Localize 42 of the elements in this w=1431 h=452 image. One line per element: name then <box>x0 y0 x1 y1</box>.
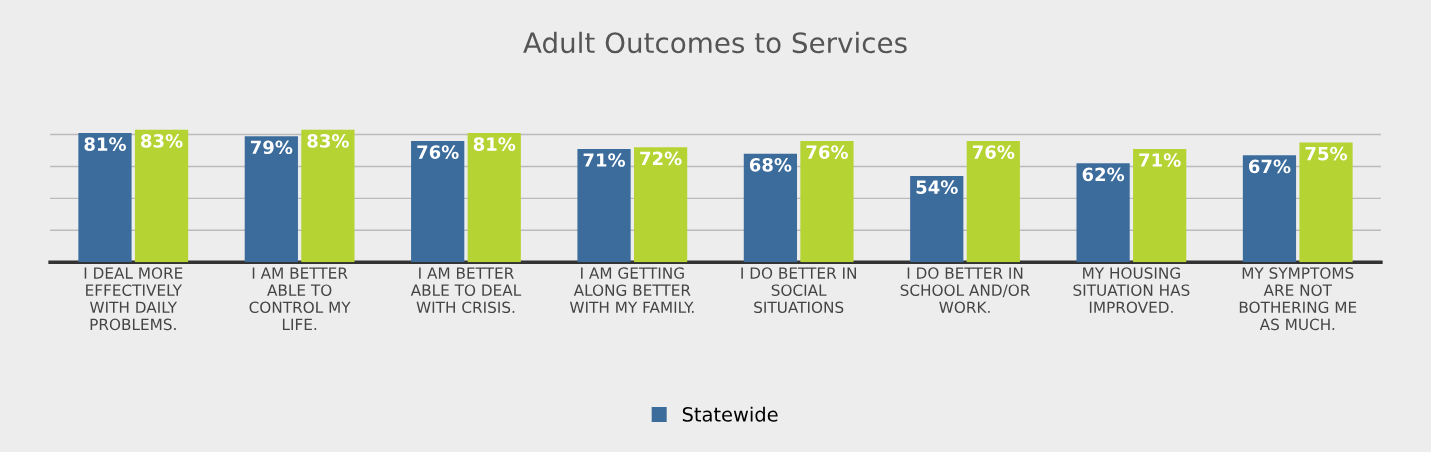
data-label: 81% <box>84 137 127 151</box>
data-label: 54% <box>916 180 958 194</box>
bar <box>577 148 631 263</box>
x-tick-label: I DO BETTER IN SOCIAL SITUATIONS <box>741 267 856 314</box>
data-label: 75% <box>1305 146 1348 161</box>
bar <box>467 132 521 263</box>
bar <box>301 129 355 263</box>
bar <box>1299 142 1353 263</box>
bar <box>800 140 854 263</box>
bar <box>244 136 298 263</box>
data-label: 76% <box>972 145 1015 159</box>
data-label: 71% <box>1139 153 1181 167</box>
chart-title: Adult Outcomes to Services <box>523 31 907 54</box>
data-label: 76% <box>806 145 848 159</box>
x-tick-label: I DEAL MORE EFFECTIVELY WITH DAILY PROBLEMS. <box>84 267 183 331</box>
bar <box>1242 155 1297 263</box>
data-label: 68% <box>749 157 792 172</box>
x-tick-label: I AM BETTER ABLE TO DEAL WITH CRISIS. <box>410 267 522 314</box>
legend-label: Statewide <box>682 406 778 422</box>
data-label: 67% <box>1248 159 1291 174</box>
bar <box>633 147 688 263</box>
data-label: 83% <box>307 134 349 148</box>
data-label: 81% <box>473 137 516 151</box>
x-tick-label: MY SYMPTOMS ARE NOT BOTHERING ME AS MUCH. <box>1239 267 1357 331</box>
bar <box>134 129 189 263</box>
bar <box>966 140 1020 263</box>
x-tick-label: I AM GETTING ALONG BETTER WITH MY FAMILY. <box>569 267 694 313</box>
data-label: 83% <box>141 134 183 148</box>
bar <box>743 153 798 263</box>
bar <box>78 132 132 263</box>
data-label: 71% <box>583 153 626 167</box>
bar <box>910 176 964 263</box>
x-tick-label: I AM BETTER ABLE TO CONTROL MY LIFE. <box>249 267 351 330</box>
data-label: 79% <box>250 140 293 155</box>
data-label: 76% <box>417 145 459 159</box>
data-label: 62% <box>1082 167 1125 182</box>
x-tick-label: MY HOUSING SITUATION HAS IMPROVED. <box>1073 267 1190 314</box>
bar <box>411 140 465 263</box>
bar <box>1076 163 1130 263</box>
x-tick-label: I DO BETTER IN SCHOOL AND/OR WORK. <box>900 267 1030 314</box>
data-label: 72% <box>640 151 682 166</box>
bar <box>1133 148 1187 263</box>
